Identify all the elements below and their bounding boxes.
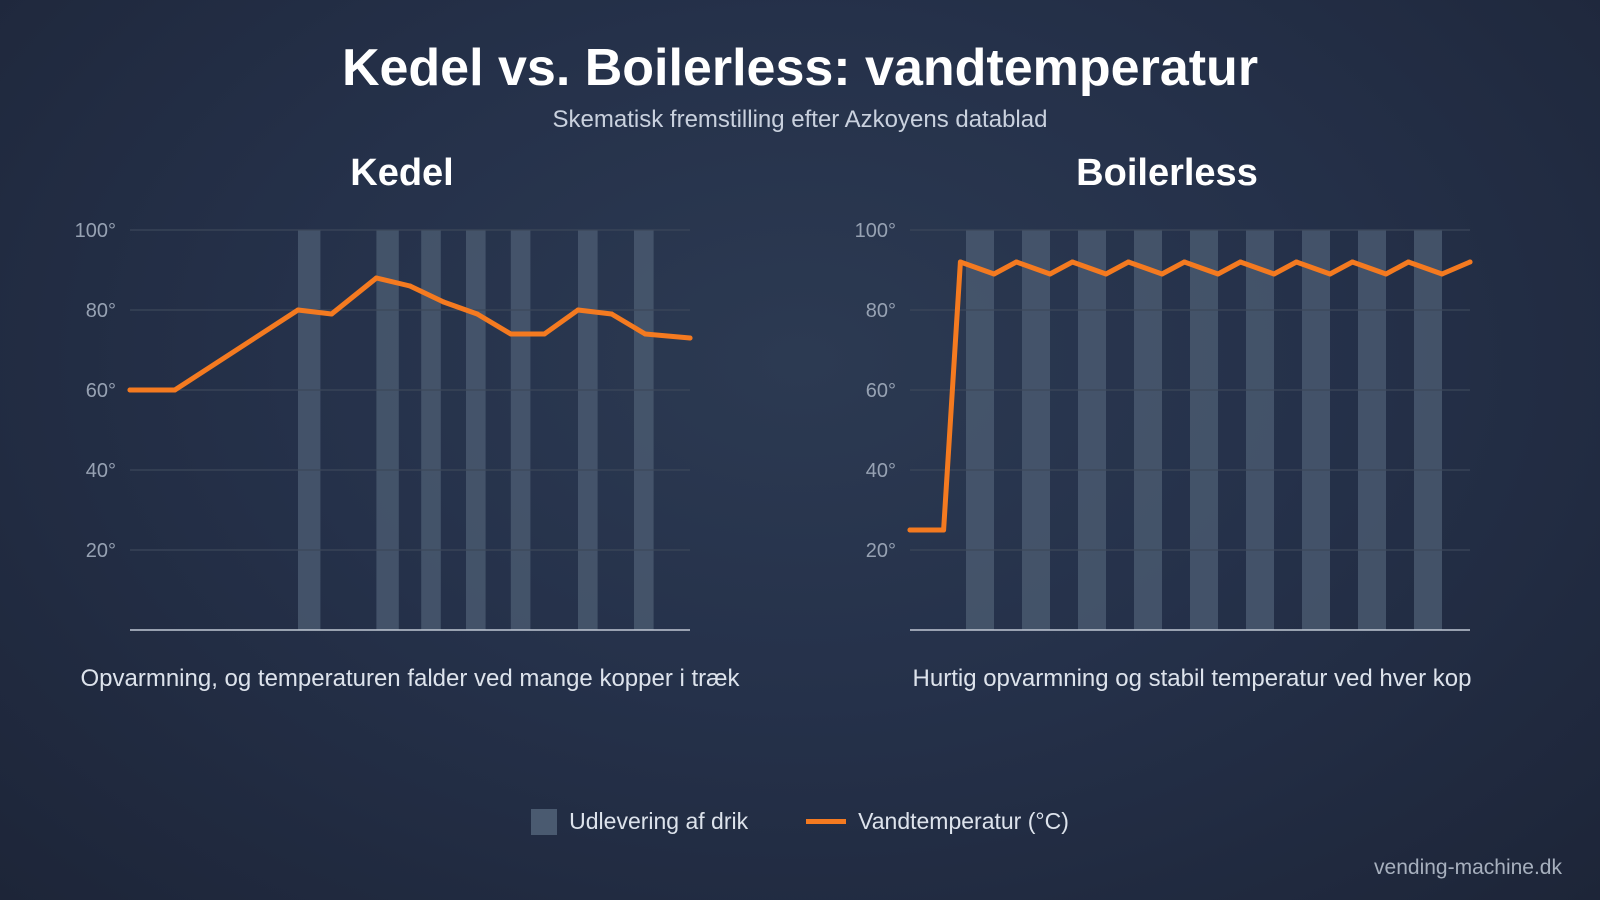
temperature-point	[1069, 259, 1075, 265]
dispense-band	[634, 230, 654, 630]
legend-label-temperature: Vandtemperatur (°C)	[858, 808, 1069, 834]
panel-caption-kedel: Opvarmning, og temperaturen falder ved m…	[80, 665, 740, 692]
y-tick-label: 40°	[86, 460, 116, 482]
temperature-point	[687, 335, 693, 341]
temperature-point	[1349, 259, 1355, 265]
legend-swatch-dispense	[531, 808, 558, 835]
dispense-band	[1302, 230, 1330, 630]
y-tick-label: 80°	[86, 300, 116, 322]
chart-subtitle: Skematisk fremstilling efter Azkoyens da…	[552, 106, 1048, 133]
dispense-band	[1134, 230, 1162, 630]
legend-label-dispense: Udlevering af drik	[569, 808, 749, 834]
source-footer: vending-machine.dk	[1374, 856, 1562, 879]
panel-title-kedel: Kedel	[350, 152, 454, 194]
temperature-point	[1047, 271, 1053, 277]
legend-item-dispense: Udlevering af drik	[531, 808, 748, 835]
temperature-point	[295, 307, 301, 313]
temperature-point	[1215, 271, 1221, 277]
temperature-point	[1439, 271, 1445, 277]
y-tick-label: 80°	[866, 300, 896, 322]
dispense-band	[1246, 230, 1274, 630]
temperature-point	[172, 387, 178, 393]
y-tick-label: 60°	[866, 380, 896, 402]
temperature-point	[609, 311, 615, 317]
temperature-point	[474, 311, 480, 317]
temperature-point	[541, 331, 547, 337]
temperature-point	[407, 283, 413, 289]
kedel-plot: 20° 40° 60° 80° 100°	[75, 220, 693, 631]
dispense-band	[466, 230, 486, 630]
temperature-point	[373, 275, 379, 281]
y-tick-label: 20°	[866, 540, 896, 562]
temperature-point	[1181, 259, 1187, 265]
temperature-point	[991, 271, 997, 277]
legend-item-temperature: Vandtemperatur (°C)	[806, 808, 1069, 835]
dispense-band	[1022, 230, 1050, 630]
dispense-band	[1358, 230, 1386, 630]
temperature-point	[575, 307, 581, 313]
temperature-point	[957, 259, 963, 265]
dispense-band	[510, 230, 531, 630]
temperature-point	[907, 527, 913, 533]
chart-title: Kedel vs. Boilerless: vandtemperatur	[341, 39, 1259, 97]
temperature-point	[1383, 271, 1389, 277]
temperature-point	[1467, 259, 1473, 265]
temperature-point	[1327, 271, 1333, 277]
temperature-point	[1237, 259, 1243, 265]
temperature-point	[642, 331, 648, 337]
temperature-point	[1293, 259, 1299, 265]
y-tick-label: 60°	[86, 380, 116, 402]
temperature-point	[1271, 271, 1277, 277]
y-tick-label: 100°	[75, 220, 116, 242]
temperature-point	[508, 331, 514, 337]
dispense-band	[1414, 230, 1442, 630]
temperature-line	[127, 275, 693, 393]
dispense-band	[376, 230, 399, 630]
temperature-point	[127, 387, 133, 393]
panel-title-boilerless: Boilerless	[1076, 152, 1258, 194]
dispense-band	[578, 230, 598, 630]
dispense-band	[966, 230, 994, 630]
dispense-band	[421, 230, 441, 630]
temperature-point	[1125, 259, 1131, 265]
y-tick-label: 40°	[866, 460, 896, 482]
legend-swatch-temperature	[806, 819, 847, 824]
dispense-band	[1190, 230, 1218, 630]
temperature-point	[941, 527, 947, 533]
temperature-point	[1103, 271, 1109, 277]
dispense-band	[298, 230, 321, 630]
dispense-band	[1078, 230, 1106, 630]
temperature-point	[1013, 259, 1019, 265]
temperature-point	[329, 311, 335, 317]
y-tick-label: 100°	[855, 220, 896, 242]
y-tick-label: 20°	[86, 540, 116, 562]
boilerless-plot: 20° 40° 60° 80° 100°	[855, 220, 1473, 631]
temperature-point	[441, 299, 447, 305]
panel-caption-boilerless: Hurtig opvarmning og stabil temperatur v…	[912, 665, 1472, 692]
temperature-point	[1405, 259, 1411, 265]
temperature-point	[1159, 271, 1165, 277]
legend: Udlevering af drik Vandtemperatur (°C)	[0, 808, 1600, 835]
